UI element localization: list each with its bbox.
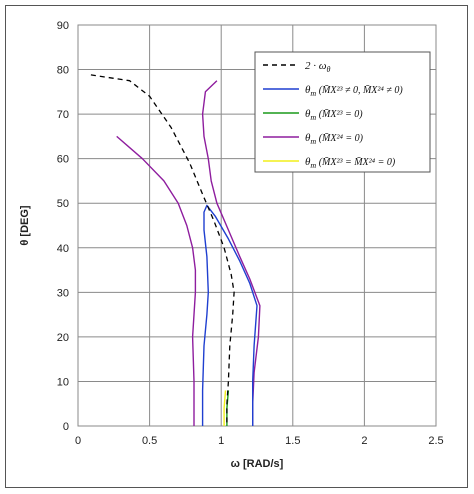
y-tick-label: 20 xyxy=(57,332,69,344)
y-tick-label: 60 xyxy=(57,154,69,166)
y-tick-label: 40 xyxy=(57,243,69,255)
x-tick-label: 0 xyxy=(75,435,81,447)
series-line-0 xyxy=(90,74,235,426)
legend-entry-sub: m xyxy=(310,161,316,170)
y-tick-label: 80 xyxy=(57,65,69,77)
legend-box xyxy=(254,51,431,173)
legend-entry: 2 · ωθ xyxy=(305,60,331,74)
y-tick-label: 90 xyxy=(57,20,69,32)
series-line-3 xyxy=(201,80,261,426)
legend-entry-sub: m xyxy=(310,89,316,98)
y-tick-label: 10 xyxy=(57,376,69,388)
legend-entry-main: θ xyxy=(305,84,311,96)
grid xyxy=(77,24,437,427)
series-layer xyxy=(90,74,261,426)
tick-labels: 0 0.5 1 1.5 2 2.5 0 10 20 30 40 50 60 70 80 90 xyxy=(57,20,444,447)
series-line-4 xyxy=(223,390,227,426)
x-tick-label: 1 xyxy=(218,435,224,447)
legend-entry-rest: (M̄X²³ = M̄X²⁴ = 0) xyxy=(316,156,396,168)
legend-entry: θm (M̄X²³ = M̄X²⁴ = 0) xyxy=(305,156,396,170)
plot-area xyxy=(77,24,437,427)
x-tick-label: 1.5 xyxy=(285,435,300,447)
legend-entry-main: θ xyxy=(305,156,311,168)
legend-entry-rest: (M̄X²⁴ = 0) xyxy=(316,132,363,144)
legend-entry-main: θ xyxy=(305,108,311,120)
y-tick-label: 0 xyxy=(63,421,69,433)
legend-entry-rest: (M̄X²³ = 0) xyxy=(316,108,363,120)
x-axis-title: ω [RAD/s] xyxy=(231,458,284,470)
legend-entry: θm (M̄X²³ ≠ 0, M̄X²⁴ ≠ 0) xyxy=(305,84,403,98)
y-tick-label: 50 xyxy=(57,198,69,210)
legend-entry-sub: m xyxy=(310,137,316,146)
x-tick-label: 2 xyxy=(361,435,367,447)
legend-entry-rest: (M̄X²³ ≠ 0, M̄X²⁴ ≠ 0) xyxy=(316,84,403,96)
x-tick-label: 0.5 xyxy=(142,435,157,447)
legend-entry-main: 2 · ω xyxy=(305,60,327,72)
legend-entry: θm (M̄X²⁴ = 0) xyxy=(305,132,364,146)
legend-entry: θm (M̄X²³ = 0) xyxy=(305,108,363,122)
legend-entry-main: θ xyxy=(305,132,311,144)
legend-entry-sub: m xyxy=(310,113,316,122)
y-tick-label: 70 xyxy=(57,109,69,121)
y-tick-label: 30 xyxy=(57,287,69,299)
series-line-3 xyxy=(116,135,197,426)
y-axis-title: θ [DEG] xyxy=(19,205,31,246)
x-tick-label: 2.5 xyxy=(428,435,443,447)
legend-entry-sub: θ xyxy=(327,65,331,74)
series-line-1 xyxy=(201,204,258,426)
